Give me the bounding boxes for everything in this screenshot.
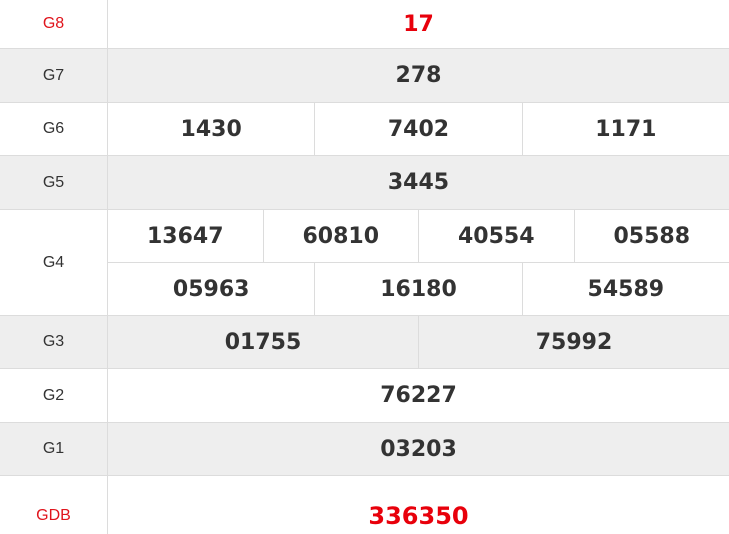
- prize-number: 1171: [521, 103, 729, 155]
- prize-number: 01755: [224, 329, 302, 355]
- prize-number: 17: [403, 11, 434, 37]
- prize-row-special: GDB 336350: [0, 476, 729, 534]
- prize-label: G1: [0, 423, 108, 475]
- prize-number: 278: [395, 63, 442, 88]
- prize-row-g2: G2 76227: [0, 369, 729, 423]
- prize-number: 40554: [418, 210, 574, 262]
- prize-number: 1430: [180, 116, 242, 142]
- prize-number: 16180: [314, 263, 521, 315]
- prize-row-g8: G8 17: [0, 0, 729, 49]
- prize-row-g6: G6 1430 7402 1171: [0, 103, 729, 156]
- prize-number: 60810: [262, 210, 419, 262]
- prize-row-g7: G7 278: [0, 49, 729, 103]
- prize-label: G5: [0, 156, 108, 209]
- prize-row-g1: G1 03203: [0, 423, 729, 476]
- prize-number: 3445: [387, 170, 450, 195]
- prize-label: GDB: [0, 476, 108, 534]
- prize-number: 7402: [314, 103, 521, 155]
- prize-number: 05588: [573, 210, 729, 262]
- prize-label: G7: [0, 49, 108, 102]
- prize-row-g5: G5 3445: [0, 156, 729, 210]
- prize-number: 54589: [521, 263, 729, 315]
- prize-number: 75992: [418, 316, 729, 368]
- prize-label: G4: [0, 210, 108, 315]
- prize-number: 76227: [380, 383, 457, 408]
- prize-number: 13647: [146, 223, 224, 249]
- prize-label: G2: [0, 369, 108, 422]
- prize-label: G6: [0, 103, 108, 155]
- prize-number: 03203: [380, 436, 457, 462]
- prize-row-g4: G4 13647 60810 40554 05588 05963 16180 5…: [0, 210, 729, 316]
- prize-number: 05963: [172, 276, 250, 302]
- prize-row-g3: G3 01755 75992: [0, 316, 729, 369]
- special-prize-number: 336350: [368, 502, 469, 530]
- prize-label: G3: [0, 316, 108, 368]
- prize-label: G8: [0, 0, 108, 48]
